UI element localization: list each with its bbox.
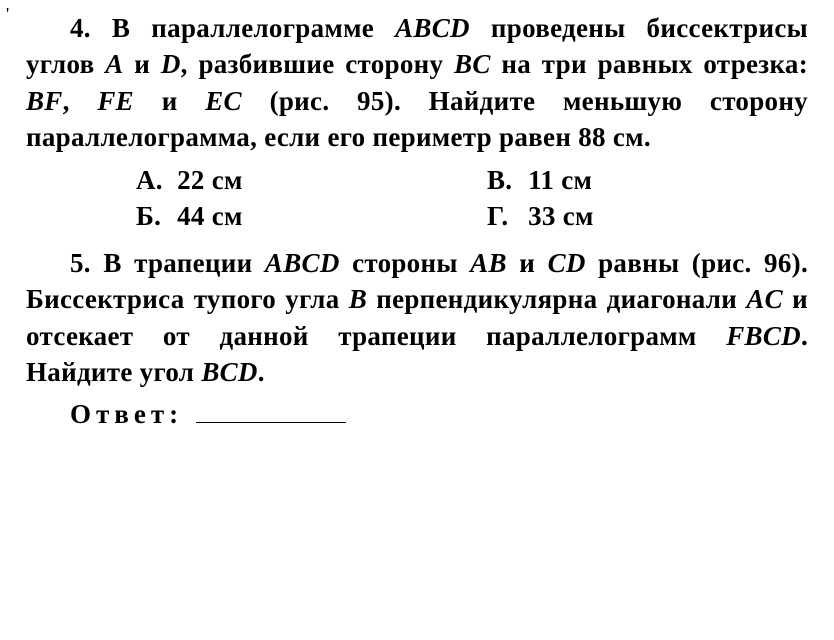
math: ABCD [395,13,470,43]
math: AC [746,284,783,314]
answer-blank [196,422,346,423]
option-value: 44 см [177,201,243,231]
text: и [507,248,548,278]
math: D [161,49,181,79]
problem-4-options: А. 22 см В. 11 см Б. 44 см Г. 33 см [136,162,808,235]
text: стороны [340,248,471,278]
document-page: 4. В параллелограмме ABCD про­ведены бис… [0,0,834,433]
option-v: В. 11 см [487,162,808,198]
text: В трапеции [103,248,265,278]
option-g: Г. 33 см [487,198,808,234]
text: перпендикулярна диаго­нали [367,284,746,314]
text: на три равных от­резка: [491,49,808,79]
math: BCD [201,357,257,387]
option-value: 33 см [528,201,594,231]
option-label: Б. [136,198,170,234]
problem-5: 5. В трапеции ABCD стороны AB и CD равны… [26,245,808,391]
text: , [63,86,98,116]
math: FE [97,86,134,116]
text: , раз­бившие сторону [181,49,454,79]
text: В параллелограмме [112,13,395,43]
option-label: Г. [487,198,521,234]
math: A [105,49,123,79]
answer-row: Ответ: [26,396,808,432]
math: BC [454,49,491,79]
text: и [134,86,205,116]
answer-label: Ответ: [70,399,183,429]
problem-4: 4. В параллелограмме ABCD про­ведены бис… [26,10,808,156]
math: AB [470,248,507,278]
text: и [124,49,161,79]
math: B [349,284,367,314]
option-value: 22 см [177,165,243,195]
math: CD [548,248,586,278]
option-label: А. [136,162,170,198]
option-b: Б. 44 см [136,198,457,234]
math: ABCD [265,248,340,278]
text: . [258,357,265,387]
math: FBCD [726,321,801,351]
option-a: А. 22 см [136,162,457,198]
problem-number: 4. [70,13,91,43]
math: BF [26,86,63,116]
option-value: 11 см [528,165,592,195]
problem-number: 5. [70,248,91,278]
math: EC [205,86,242,116]
page-mark: ' [6,4,9,25]
option-label: В. [487,162,521,198]
